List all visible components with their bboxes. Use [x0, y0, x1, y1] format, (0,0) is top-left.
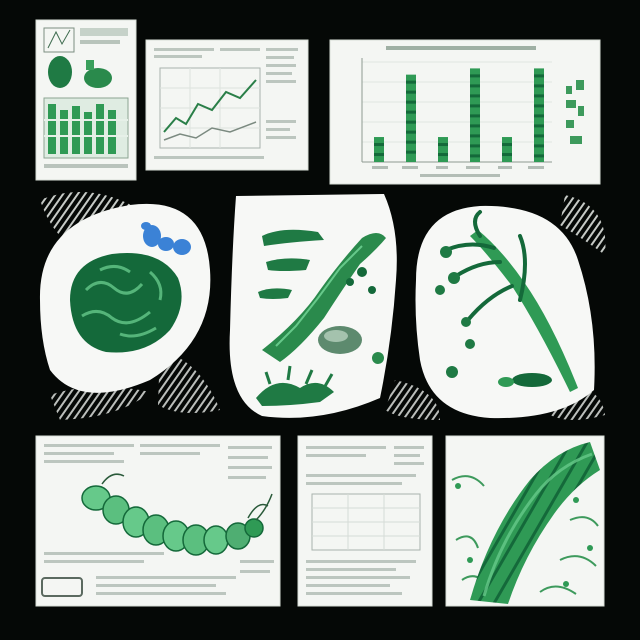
chart-bar-stripe [534, 114, 544, 118]
chart-bar-stripe [534, 124, 544, 128]
chart-bar-stripe [502, 143, 512, 147]
chart-bar-stripe [470, 124, 480, 128]
chart-gridlines [362, 61, 552, 143]
top-right-chart [329, 39, 601, 185]
chart-bar-stripe [534, 154, 544, 158]
chart-bar-stripe [534, 74, 544, 78]
chart-bar-stripe [470, 134, 480, 138]
chart-bar-stripe [470, 154, 480, 158]
chart-bar-stripe [470, 114, 480, 118]
chart-bar [406, 74, 416, 162]
chart-bar-stripe [406, 120, 416, 124]
coral-lump [70, 253, 182, 353]
caterpillar [81, 485, 264, 556]
chart-bar-stripe [406, 130, 416, 134]
blue-pebbles [141, 222, 191, 255]
top-center-sheet [145, 39, 309, 171]
hatched-flourishes [40, 192, 606, 420]
right-blob [415, 205, 595, 419]
bottom-right-sheet [445, 435, 605, 607]
chart-bar-stripe [406, 140, 416, 144]
chart-bar-stripe [534, 104, 544, 108]
top-left-sheet [35, 19, 137, 181]
bottom-left-sheet [35, 435, 281, 607]
chart-bar [438, 137, 448, 162]
chart-bar-stripe [470, 104, 480, 108]
chart-bar [374, 137, 384, 162]
chart-bar-stripe [502, 153, 512, 157]
chart-bar-stripe [534, 144, 544, 148]
chart-bar-stripe [406, 150, 416, 154]
chart-bar-stripe [406, 80, 416, 84]
chart-side-legend [566, 80, 584, 144]
chart-bar-stripe [534, 134, 544, 138]
chart-bar-stripe [406, 100, 416, 104]
center-blob [229, 194, 397, 418]
chart-bar-stripe [406, 90, 416, 94]
chart-bar-stripe [438, 153, 448, 157]
chart-bars [374, 68, 544, 162]
chart-bar-stripe [534, 84, 544, 88]
chart-bar-stripe [470, 144, 480, 148]
chart-bar-stripe [470, 84, 480, 88]
left-blob [39, 203, 211, 393]
chart-bar [502, 137, 512, 162]
chart-bar-stripe [374, 143, 384, 147]
chart-bar-stripe [406, 110, 416, 114]
chart-bar-stripe [438, 143, 448, 147]
chart-bar-stripe [374, 153, 384, 157]
chart-bar-stripe [470, 94, 480, 98]
bottom-center-sheet [297, 435, 433, 607]
chart-bar-stripe [534, 94, 544, 98]
chart-bar-stripe [470, 74, 480, 78]
